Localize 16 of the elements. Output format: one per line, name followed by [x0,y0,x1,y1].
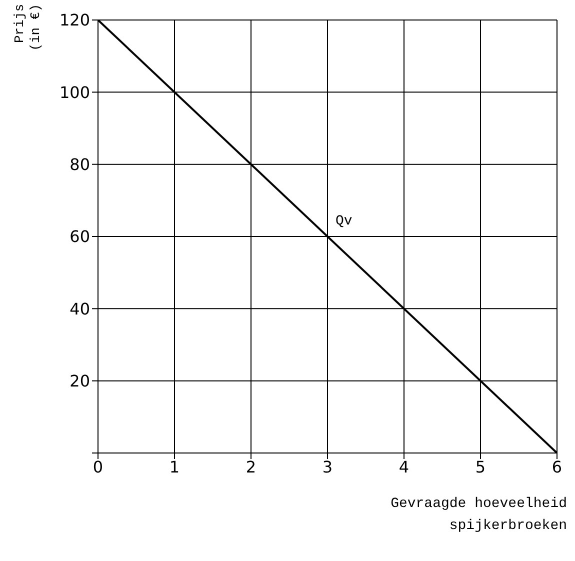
y-tick-label: 120 [59,10,90,30]
x-axis-title: Gevraagde hoeveelheid spijkerbroeken [390,495,567,536]
y-tick-label: 20 [70,372,90,391]
y-tick-label: 100 [59,82,90,102]
x-tick-label: 4 [398,457,410,476]
x-tick-label: 5 [475,457,486,476]
x-tick-label: 2 [246,457,256,476]
annotation: Qv [336,214,352,230]
x-tick-label: 0 [92,457,104,476]
y-tick-label: 60 [70,227,90,246]
y-tick-label: 40 [70,299,90,318]
x-tick-label: 3 [322,457,333,476]
y-tick-label: 80 [70,155,90,174]
y-axis-title: Prijs (in €) [12,4,44,53]
x-tick-label: 6 [552,457,562,476]
x-tick-label: 1 [169,457,180,476]
